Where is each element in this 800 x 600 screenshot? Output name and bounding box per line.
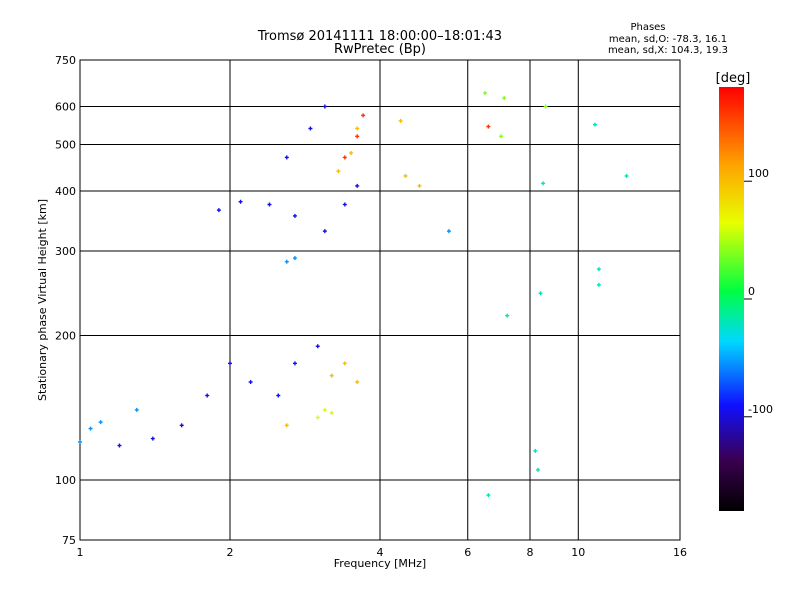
y-tick-label: 75 — [62, 534, 76, 547]
y-tick-label: 750 — [55, 54, 76, 67]
y-tick-label: 100 — [55, 474, 76, 487]
colorbar-tick-label: 0 — [748, 285, 755, 298]
colorbar-tick-label: -100 — [748, 403, 773, 416]
colorbar-ticks: 100 0 -100 — [744, 167, 773, 418]
x-tick-label: 16 — [673, 546, 687, 559]
data-points — [78, 91, 629, 498]
x-tick-label: 6 — [464, 546, 471, 559]
x-axis: 1 2 4 6 8 10 16 — [77, 546, 688, 559]
x-tick-label: 4 — [377, 546, 384, 559]
y-axis: 75 100 200 300 400 500 600 750 — [55, 54, 76, 547]
x-axis-label: Frequency [MHz] — [334, 557, 426, 570]
colorbar-label: [deg] — [716, 71, 751, 86]
chart-title: Tromsø 20141111 18:00:00–18:01:43 — [257, 29, 502, 44]
y-tick-label: 500 — [55, 139, 76, 152]
chart-subtitle: RwPretec (Bp) — [334, 42, 426, 57]
y-tick-label: 600 — [55, 101, 76, 114]
stats-heading: Phases — [630, 22, 665, 33]
y-tick-label: 300 — [55, 245, 76, 258]
x-tick-label: 8 — [527, 546, 534, 559]
x-tick-label: 10 — [571, 546, 585, 559]
x-tick-label: 2 — [227, 546, 234, 559]
grid — [80, 60, 680, 540]
x-tick-label: 1 — [77, 546, 84, 559]
stats-o-line: mean, sd,O: -78.3, 16.1 — [609, 34, 727, 45]
y-tick-label: 200 — [55, 330, 76, 343]
stats-x-line: mean, sd,X: 104.3, 19.3 — [608, 45, 728, 56]
colorbar-tick-label: 100 — [748, 167, 769, 180]
y-tick-label: 400 — [55, 185, 76, 198]
colorbar — [719, 87, 744, 511]
y-axis-label: Stationary phase Virtual Height [km] — [36, 199, 49, 401]
